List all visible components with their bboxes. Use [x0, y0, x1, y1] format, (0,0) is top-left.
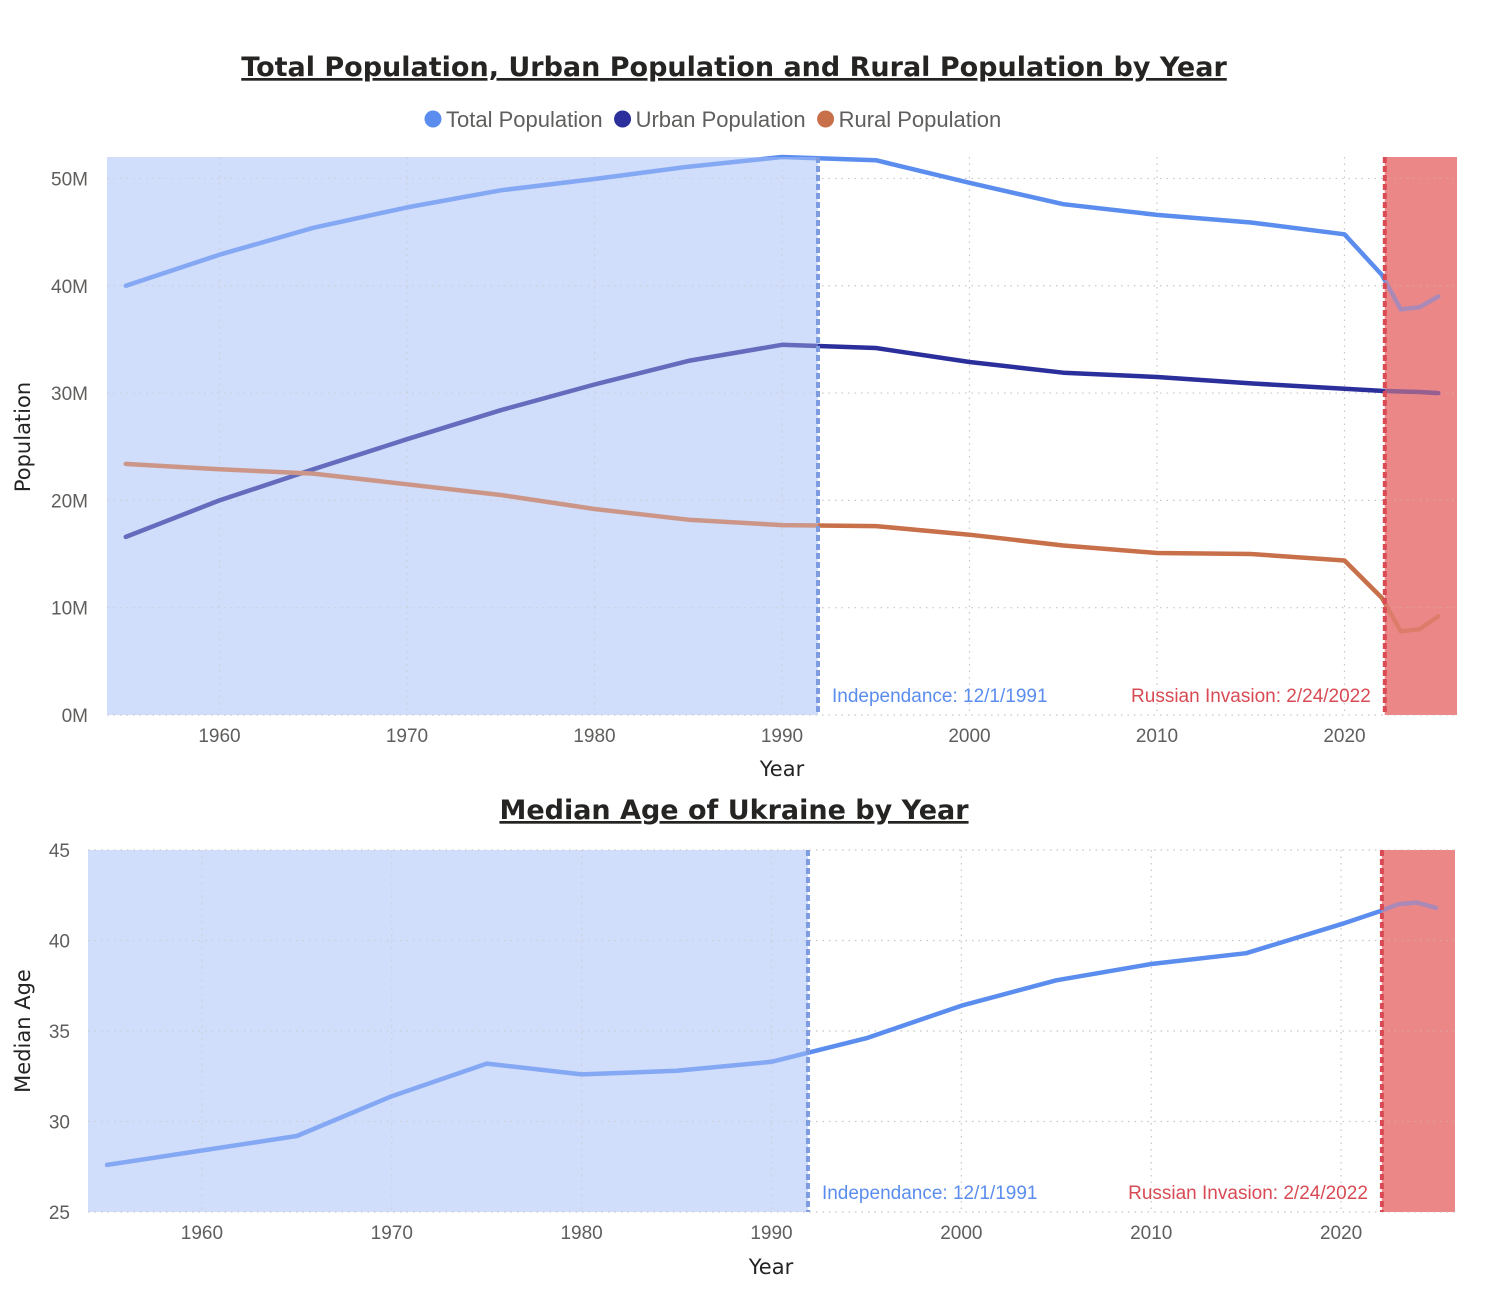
chart1-x-tick-label: 1970 [386, 726, 428, 747]
chart1-x-tick-label: 2000 [948, 726, 990, 747]
chart2-x-tick-label: 1980 [560, 1223, 602, 1244]
chart1-x-tick-label: 2020 [1323, 726, 1365, 747]
legend-marker-urban-population [614, 110, 632, 128]
chart1-x-tick-label: 1960 [198, 726, 240, 747]
chart1-x-tick-label: 1980 [573, 726, 615, 747]
chart1-y-axis-title: Population [11, 382, 35, 492]
chart2-y-tick-label: 40 [49, 932, 70, 953]
chart1-shaded-region-0 [107, 157, 818, 715]
chart1-shaded-overlay-0 [107, 157, 818, 715]
chart2-shaded-overlay-1 [1381, 850, 1455, 1212]
chart2-x-tick-label: 2010 [1130, 1223, 1172, 1244]
legend-label-total-population: Total Population [446, 107, 603, 132]
chart1-y-tick-label: 0M [62, 706, 88, 727]
chart2-title: Median Age of Ukraine by Year [499, 795, 969, 826]
chart2-x-tick-label: 1960 [181, 1223, 223, 1244]
chart1-y-tick-label: 20M [51, 491, 88, 512]
chart2-y-axis-title: Median Age [11, 969, 35, 1093]
chart2-shaded-overlay-0 [88, 850, 808, 1212]
chart2-x-tick-label: 1990 [750, 1223, 792, 1244]
chart2-x-tick-label: 1970 [371, 1223, 413, 1244]
chart2-y-tick-label: 35 [49, 1022, 70, 1043]
legend-marker-total-population [424, 110, 442, 128]
chart1-y-tick-label: 50M [51, 169, 88, 190]
chart1-y-tick-label: 10M [51, 599, 88, 620]
chart1-x-tick-label: 1990 [761, 726, 803, 747]
chart2-y-tick-label: 45 [49, 841, 70, 862]
chart1-title: Total Population, Urban Population and R… [241, 52, 1227, 83]
chart1-x-tick-label: 2010 [1136, 726, 1178, 747]
chart2-annotation-independence: Independance: 12/1/1991 [822, 1183, 1038, 1204]
chart1-legend: Total Population Urban Population Rural Po… [424, 107, 1002, 132]
chart2-plot-area: 25 30 35 40 45 1960 1970 1980 1990 2000 2010 2020 In… [49, 841, 1455, 1244]
legend-label-rural-population: Rural Population [839, 107, 1002, 132]
chart1-y-tick-label: 40M [51, 277, 88, 298]
chart1-x-axis-title: Year [759, 757, 805, 781]
chart1-shaded-overlay-1 [1384, 157, 1457, 715]
chart2-y-tick-label: 30 [49, 1113, 70, 1134]
chart2-x-axis-title: Year [748, 1255, 794, 1279]
chart1-y-tick-label: 30M [51, 384, 88, 405]
legend-label-urban-population: Urban Population [636, 107, 806, 132]
chart2-annotation-invasion: Russian Invasion: 2/24/2022 [1128, 1183, 1368, 1204]
chart1-annotation-invasion: Russian Invasion: 2/24/2022 [1131, 686, 1371, 707]
chart1-plot-area: 0M 10M 20M 30M 40M 50M 1960 1970 1980 1990 2000 201… [51, 154, 1457, 747]
chart2-x-tick-label: 2020 [1320, 1223, 1362, 1244]
chart1-annotation-independence: Independance: 12/1/1991 [832, 686, 1048, 707]
chart2-y-tick-label: 25 [49, 1203, 70, 1224]
chart2-x-tick-label: 2000 [940, 1223, 982, 1244]
legend-marker-rural-population [817, 110, 835, 128]
